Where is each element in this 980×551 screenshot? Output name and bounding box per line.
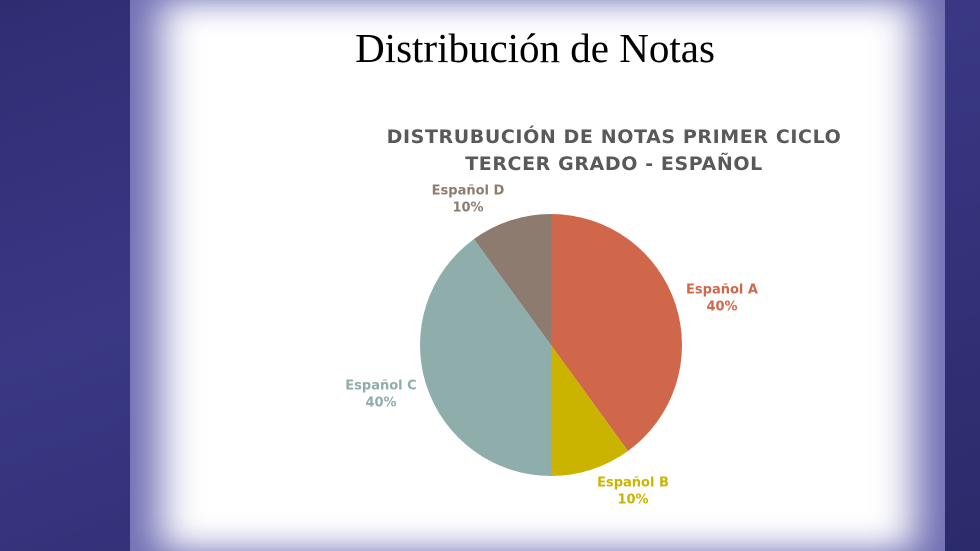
slice-category-label: Español C (345, 379, 416, 394)
pie-slice (551, 345, 628, 476)
slice-value-label: 40% (365, 396, 396, 411)
pie-slice (420, 239, 551, 476)
slice-value-label: 10% (617, 493, 648, 508)
pie-slice (474, 214, 551, 345)
chart-title: DISTRUBUCIÓN DE NOTAS PRIMER CICLO TERCE… (386, 126, 842, 175)
page-title: Distribución de Notas (355, 25, 715, 71)
pie-slice (551, 214, 683, 451)
slice-category-label: Español D (432, 184, 505, 199)
slice-category-label: Español B (597, 476, 669, 491)
slice-value-label: 10% (452, 201, 483, 216)
slice-category-label: Español A (686, 283, 758, 298)
slice-value-label: 40% (706, 300, 737, 315)
